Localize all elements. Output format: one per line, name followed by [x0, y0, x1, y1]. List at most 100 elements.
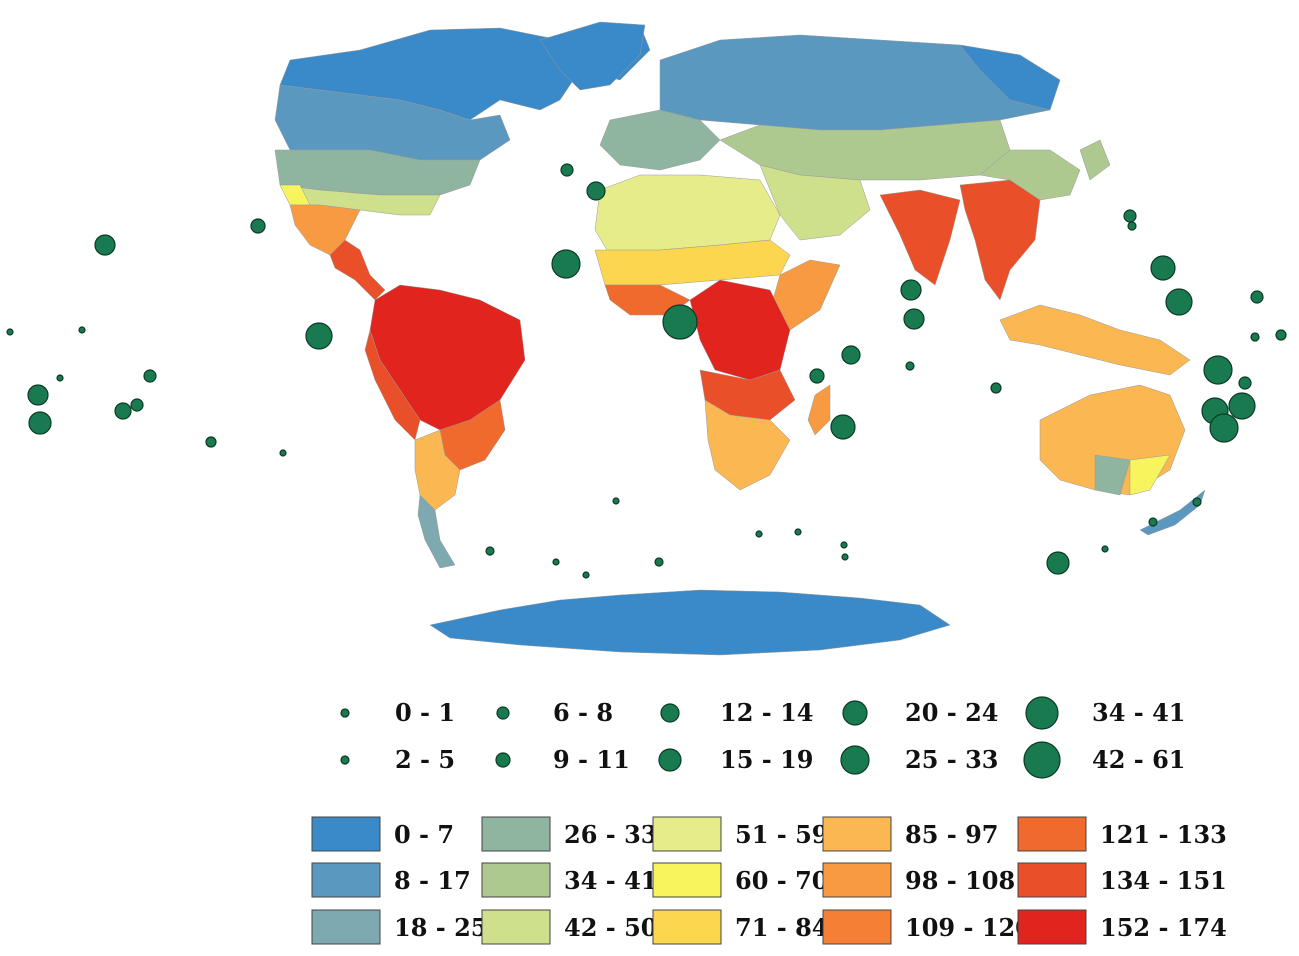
island-circle [586, 181, 606, 201]
island-circle [830, 414, 856, 440]
oceania [999, 304, 1206, 536]
island-circle [279, 449, 287, 457]
color-legend-swatch [652, 816, 722, 852]
color-legend-label: 152 - 174 [1100, 913, 1227, 942]
island-circle [841, 553, 849, 561]
island-circle [794, 528, 802, 536]
color-legend-swatch [822, 862, 892, 898]
island-circles [6, 163, 1287, 579]
circle-legend-marker [840, 745, 870, 775]
color-legend-swatch [1017, 909, 1087, 945]
madagascar [807, 384, 831, 436]
south-america [364, 284, 526, 569]
island-circle [900, 279, 922, 301]
circle-legend-marker [496, 706, 510, 720]
greenland [539, 21, 646, 91]
island-circle [654, 557, 664, 567]
island-circle [27, 384, 49, 406]
color-scale-legend: 0 - 7 8 - 17 18 - 25 26 - 33 34 - 41 42 - 50 5… [311, 816, 1227, 945]
circle-legend-marker [340, 708, 350, 718]
island-circle [1148, 517, 1158, 527]
far-east [959, 44, 1061, 111]
island-circle [1250, 290, 1264, 304]
color-legend-label: 26 - 33 [564, 820, 657, 849]
japan [1079, 139, 1111, 181]
island-circle [582, 571, 590, 579]
island-circle [551, 249, 581, 279]
color-legend-label: 0 - 7 [394, 820, 454, 849]
argentina-north [414, 429, 461, 511]
island-circle [1165, 288, 1193, 316]
circle-legend-marker [842, 700, 868, 726]
color-legend-swatch [822, 816, 892, 852]
antarctica [429, 589, 951, 656]
color-legend-swatch [652, 909, 722, 945]
australia-southeast [1094, 454, 1131, 496]
color-legend-swatch [1017, 862, 1087, 898]
australia-east [1129, 454, 1171, 496]
circle-size-legend: 0 - 1 2 - 5 6 - 8 9 - 11 12 - 14 15 - 19 20 - … [340, 696, 1185, 779]
new-zealand [1139, 489, 1206, 536]
island-circle [990, 382, 1002, 394]
north-america [274, 21, 651, 301]
circle-legend-label: 20 - 24 [905, 698, 998, 727]
circle-legend-label: 12 - 14 [720, 698, 813, 727]
color-legend-swatch [1017, 816, 1087, 852]
color-legend-swatch [481, 862, 551, 898]
china [979, 149, 1081, 201]
circle-legend-label: 15 - 19 [720, 745, 813, 774]
color-legend-swatch [481, 816, 551, 852]
circle-legend-marker [660, 703, 680, 723]
northern-eurasia [659, 34, 1061, 131]
color-legend-label: 109 - 120 [905, 913, 1032, 942]
island-circle [1123, 209, 1137, 223]
color-legend-label: 8 - 17 [394, 866, 471, 895]
island-circle [1127, 221, 1137, 231]
central-america [329, 239, 386, 301]
island-circle [1046, 551, 1070, 575]
island-circle [143, 369, 157, 383]
island-circle [1238, 376, 1252, 390]
color-legend-label: 42 - 50 [564, 913, 657, 942]
island-circle [78, 326, 86, 334]
circle-legend-marker [340, 755, 350, 765]
color-legend-swatch [652, 862, 722, 898]
color-legend-swatch [311, 909, 381, 945]
island-circle [755, 530, 763, 538]
island-circle [130, 398, 144, 412]
circle-legend-label: 34 - 41 [1092, 698, 1185, 727]
island-circle [903, 308, 925, 330]
island-circle [1228, 392, 1256, 420]
island-circle [1209, 413, 1239, 443]
color-legend-swatch [822, 909, 892, 945]
africa [594, 174, 841, 491]
circle-legend-label: 42 - 61 [1092, 745, 1185, 774]
island-circle [1192, 497, 1202, 507]
island-circle [114, 402, 132, 420]
color-legend-label: 51 - 59 [735, 820, 828, 849]
eurasia [599, 34, 1111, 301]
color-legend-label: 71 - 84 [735, 913, 828, 942]
color-legend-swatch [311, 862, 381, 898]
color-legend-swatch [481, 909, 551, 945]
island-circle [56, 374, 64, 382]
circle-legend-label: 6 - 8 [553, 698, 613, 727]
island-circle [612, 497, 620, 505]
legend: 0 - 1 2 - 5 6 - 8 9 - 11 12 - 14 15 - 19 20 - … [311, 696, 1227, 945]
color-legend-label: 34 - 41 [564, 866, 657, 895]
circle-legend-marker [658, 748, 682, 772]
island-circle [1275, 329, 1287, 341]
island-circle [809, 368, 825, 384]
island-circle [1150, 255, 1176, 281]
island-circle [905, 361, 915, 371]
island-circle [1250, 332, 1260, 342]
island-circle [840, 541, 848, 549]
circle-legend-label: 9 - 11 [553, 745, 630, 774]
circle-legend-label: 0 - 1 [395, 698, 455, 727]
patagonia [417, 494, 456, 569]
island-circle [1101, 545, 1109, 553]
island-circle [305, 322, 333, 350]
island-circle [1203, 355, 1233, 385]
color-legend-label: 18 - 25 [394, 913, 487, 942]
color-legend-swatch [311, 816, 381, 852]
